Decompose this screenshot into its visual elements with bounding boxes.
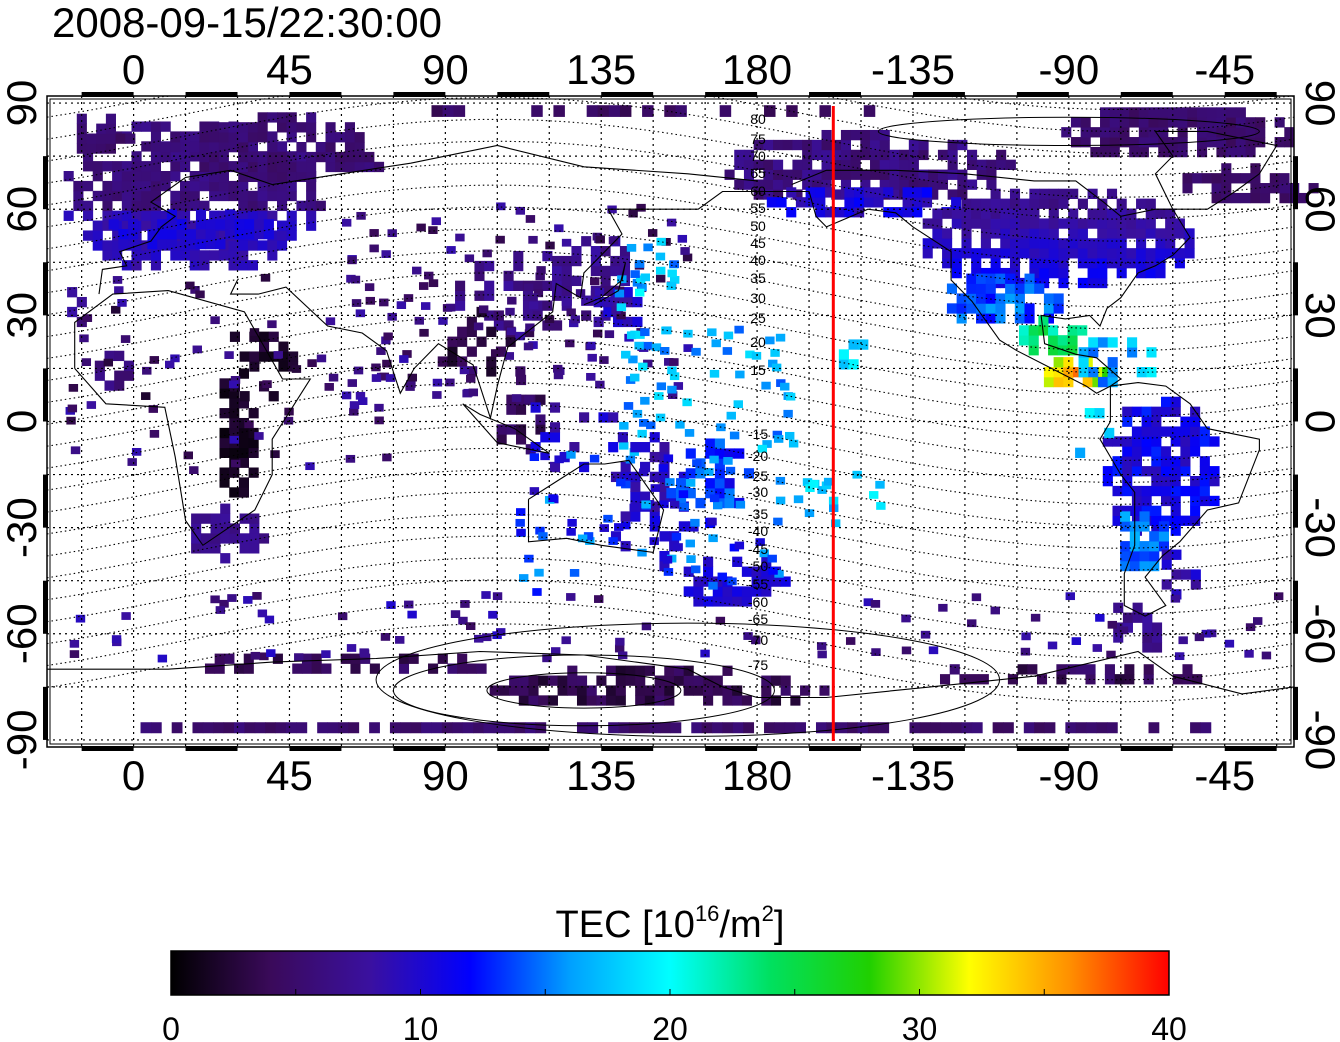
x-tick-label-top: 90 xyxy=(422,46,469,93)
contour-label: -50 xyxy=(748,558,768,574)
colorbar-tick-label: 30 xyxy=(902,1011,938,1042)
contour-label: 45 xyxy=(750,235,766,251)
contour-label: 65 xyxy=(750,165,766,181)
y-tick-label-left: 90 xyxy=(0,80,45,127)
x-tick-label-top: 180 xyxy=(722,46,792,93)
plot-title: 2008-09-15/22:30:00 xyxy=(52,0,442,46)
contour-label: 25 xyxy=(750,310,766,326)
y-tick-label-right: -30 xyxy=(1297,497,1340,558)
colorbar-title-prefix: TEC [10 xyxy=(555,904,695,946)
contour-label: 35 xyxy=(750,270,766,286)
contour-label: -25 xyxy=(748,468,768,484)
y-tick-label-left: 60 xyxy=(0,186,45,233)
y-tick-label-right: 30 xyxy=(1297,292,1340,339)
colorbar: 0 10 20 30 40 xyxy=(162,950,1187,1042)
y-tick-label-left: -30 xyxy=(0,497,45,558)
x-tick-label-bottom: 90 xyxy=(422,752,469,799)
colorbar-tick-label: 40 xyxy=(1151,1011,1187,1042)
contour-label: 50 xyxy=(750,218,766,234)
contour-label: 55 xyxy=(750,200,766,216)
contour-label: -40 xyxy=(748,523,768,539)
contour-label: -15 xyxy=(748,426,768,442)
y-tick-label-left: -60 xyxy=(0,603,45,664)
contour-label: 20 xyxy=(750,334,766,350)
x-tick-label-bottom: -45 xyxy=(1194,752,1255,799)
y-tick-label-right: -90 xyxy=(1297,710,1340,771)
colorbar-ticks: 0 10 20 30 40 xyxy=(162,989,1187,1042)
colorbar-tick-label: 20 xyxy=(652,1011,688,1042)
contour-label: 30 xyxy=(750,290,766,306)
axis-tick-labels: 0045459090135135180180-135-135-90-90-45-… xyxy=(0,46,1340,799)
x-tick-label-bottom: 45 xyxy=(266,752,313,799)
contour-label: -20 xyxy=(748,448,768,464)
colorbar-tick-label: 0 xyxy=(162,1011,180,1042)
x-tick-label-top: 135 xyxy=(566,46,636,93)
y-tick-label-right: 0 xyxy=(1297,410,1340,433)
colorbar-tick-label: 10 xyxy=(403,1011,439,1042)
x-tick-label-top: -135 xyxy=(871,46,955,93)
y-tick-label-left: 30 xyxy=(0,292,45,339)
contour-label: -70 xyxy=(748,632,768,648)
colorbar-title-exponent-2: 2 xyxy=(761,901,774,926)
contour-label: -45 xyxy=(748,541,768,557)
x-tick-label-bottom: -135 xyxy=(871,752,955,799)
contour-label: 15 xyxy=(750,362,766,378)
y-tick-label-left: -90 xyxy=(0,710,45,771)
colorbar-title-unit: /m xyxy=(719,904,762,946)
colorbar-title-suffix: ] xyxy=(773,904,785,946)
contour-label: 70 xyxy=(750,148,766,164)
x-tick-label-bottom: 0 xyxy=(122,752,145,799)
contour-label: 80 xyxy=(750,111,766,127)
x-tick-label-top: 45 xyxy=(266,46,313,93)
contour-label: 40 xyxy=(750,252,766,268)
contour-label: -35 xyxy=(748,506,768,522)
contour-label: 60 xyxy=(750,183,766,199)
x-tick-label-top: 0 xyxy=(122,46,145,93)
contour-label: -60 xyxy=(748,594,768,610)
y-tick-label-right: 60 xyxy=(1297,186,1340,233)
contour-label: -55 xyxy=(748,576,768,592)
x-tick-label-top: -90 xyxy=(1038,46,1099,93)
contour-label: 75 xyxy=(750,131,766,147)
colorbar-gradient xyxy=(170,950,1170,996)
contour-label: -75 xyxy=(748,657,768,673)
graticule-grid xyxy=(47,96,1294,747)
colorbar-title: TEC [1016/m2] xyxy=(0,892,1340,947)
map-frame xyxy=(43,92,1298,751)
x-tick-label-bottom: 180 xyxy=(722,752,792,799)
y-tick-label-right: 90 xyxy=(1297,80,1340,127)
x-tick-label-bottom: -90 xyxy=(1038,752,1099,799)
contour-label: -30 xyxy=(748,484,768,500)
y-tick-label-left: 0 xyxy=(0,410,45,433)
x-tick-label-top: -45 xyxy=(1194,46,1255,93)
x-tick-label-bottom: 135 xyxy=(566,752,636,799)
contour-label: -65 xyxy=(748,611,768,627)
y-tick-label-right: -60 xyxy=(1297,603,1340,664)
tec-data-layer xyxy=(63,105,1319,734)
colorbar-title-exponent: 16 xyxy=(694,901,720,926)
